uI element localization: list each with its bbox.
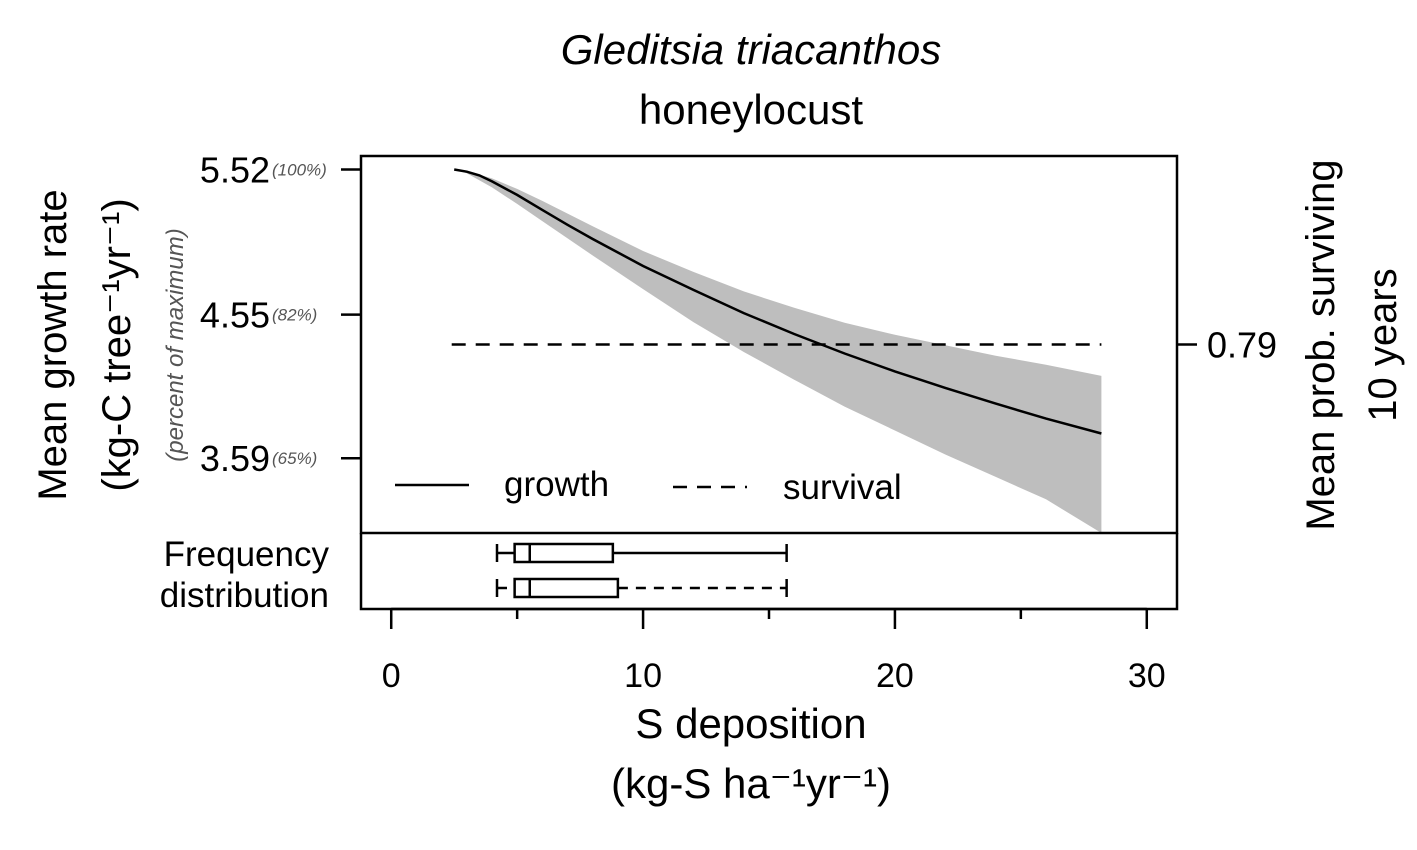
y2-axis-label-line2: 10 years [1361,268,1405,421]
y-tick-label: 3.59 [200,438,270,479]
growth-confidence-band [454,169,1102,533]
x-tick-label: 10 [624,657,662,695]
y-tick-percent: (82%) [272,306,317,325]
x-tick-label: 30 [1128,657,1166,695]
y-axis-units: (kg-C tree⁻¹yr⁻¹) [95,198,139,491]
x-axis: 0 10 20 30 [382,607,1166,695]
y2-axis-ticks: 0.79 [1177,325,1277,366]
y-tick-label: 4.55 [200,295,270,336]
x-tick-label: 0 [382,657,401,695]
y-axis-ticks: 5.52 (100%) 4.55 (82%) 3.59 (65%) [200,149,361,479]
y-tick-label: 5.52 [200,149,270,190]
legend: growth survival [395,465,902,507]
x-axis-label: S deposition [635,700,866,747]
y-axis-percent-label: (percent of maximum) [162,228,189,461]
legend-growth-label: growth [504,465,609,504]
boxplot-box [513,542,615,564]
boxplot-box [513,577,620,599]
frequency-panel-frame [359,533,1179,611]
y-axis-label: Mean growth rate [31,189,75,500]
frequency-label-line2: distribution [160,576,329,615]
y-tick-percent: (65%) [272,449,317,468]
y-tick-percent: (100%) [272,160,327,179]
growth-line [453,168,1102,435]
chart-title: Gleditsia triacanthos [561,26,942,73]
legend-survival-label: survival [783,468,902,507]
frequency-label-line1: Frequency [164,535,330,574]
y2-tick-label: 0.79 [1207,325,1277,366]
y2-axis-label-line1: Mean prob. surviving [1299,159,1343,530]
x-tick-label: 20 [876,657,914,695]
chart-subtitle: honeylocust [639,86,863,133]
frequency-boxplots [495,542,788,599]
x-axis-units: (kg-S ha⁻¹yr⁻¹) [611,760,891,807]
